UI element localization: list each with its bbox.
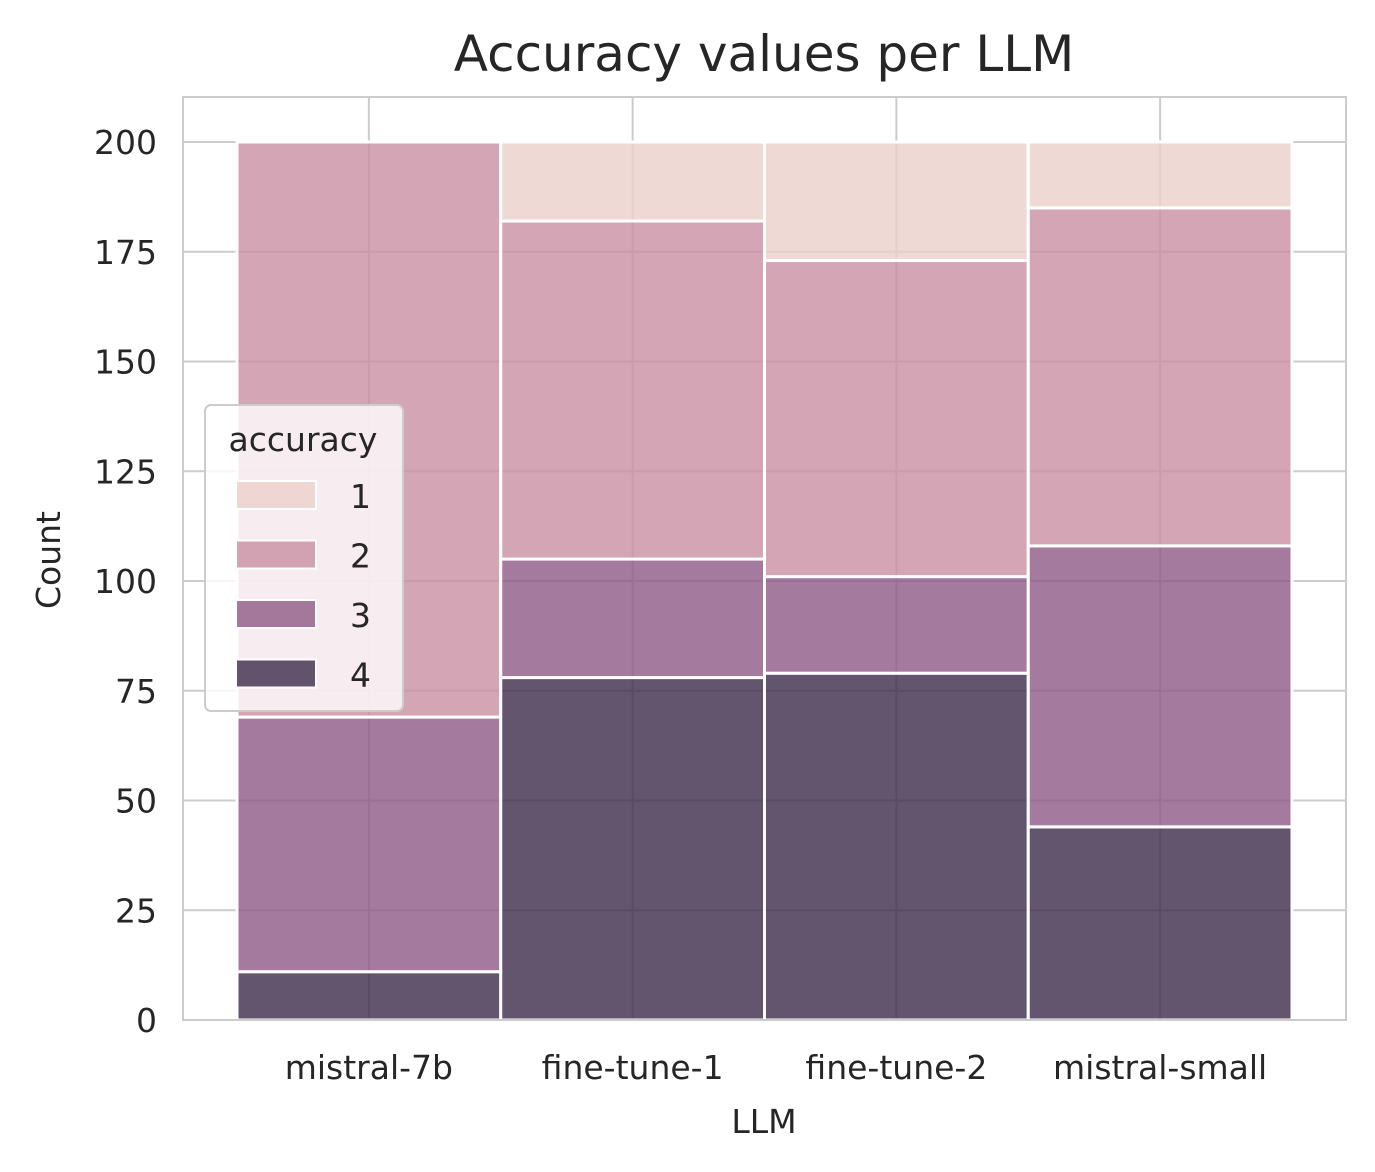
bar-segment	[1026, 825, 1294, 1022]
x-tick-label: mistral-7b	[285, 1048, 453, 1087]
y-axis-label: Count	[29, 511, 68, 609]
bar-segment	[763, 259, 1030, 579]
chart-title: Accuracy values per LLM	[454, 25, 1074, 83]
legend-label: 3	[350, 596, 371, 635]
plot-frame	[182, 96, 1347, 1021]
legend-label: 1	[350, 477, 371, 516]
y-tick-label: 200	[94, 123, 157, 162]
legend-title: accuracy	[229, 420, 378, 459]
y-tick-label: 50	[115, 782, 157, 821]
x-axis-ticks: mistral-7b fine-tune-1 fine-tune-2 mistral-…	[285, 1048, 1267, 1087]
legend-items: 1 2 3 4	[235, 477, 371, 695]
y-tick-label: 0	[136, 1001, 157, 1040]
legend-label: 2	[350, 537, 371, 576]
y-tick-label: 150	[94, 343, 157, 382]
legend-swatch	[235, 480, 317, 510]
legend-swatch	[235, 599, 317, 629]
y-tick-label: 75	[115, 672, 157, 711]
y-tick-label: 25	[115, 891, 157, 930]
bar-segment	[763, 140, 1030, 263]
legend-swatch	[235, 658, 317, 689]
x-axis-label: LLM	[731, 1102, 796, 1141]
x-tick-label: fine-tune-1	[542, 1048, 724, 1087]
x-tick-label: fine-tune-2	[805, 1048, 987, 1087]
legend-swatch	[235, 539, 317, 570]
y-tick-label: 175	[94, 233, 157, 272]
bar-segment	[1026, 544, 1294, 829]
bar-segment	[235, 715, 503, 974]
legend-label: 4	[350, 656, 371, 695]
bar-segment	[499, 219, 766, 561]
bar-segment	[763, 671, 1030, 1022]
legend: accuracy 1 2 3 4	[204, 404, 404, 712]
y-tick-label: 125	[94, 452, 157, 491]
y-axis-ticks: 0 25 50 75 100 125 150 175 200	[94, 123, 157, 1040]
bar-segment	[763, 575, 1030, 675]
y-tick-label: 100	[94, 562, 157, 601]
bar-segment	[1026, 140, 1294, 210]
bar-segment	[499, 676, 766, 1022]
bar-segment	[1026, 206, 1294, 548]
bar-segment	[235, 970, 503, 1022]
bar-segment	[499, 140, 766, 223]
x-tick-label: mistral-small	[1053, 1048, 1267, 1087]
bar-segment	[499, 557, 766, 680]
